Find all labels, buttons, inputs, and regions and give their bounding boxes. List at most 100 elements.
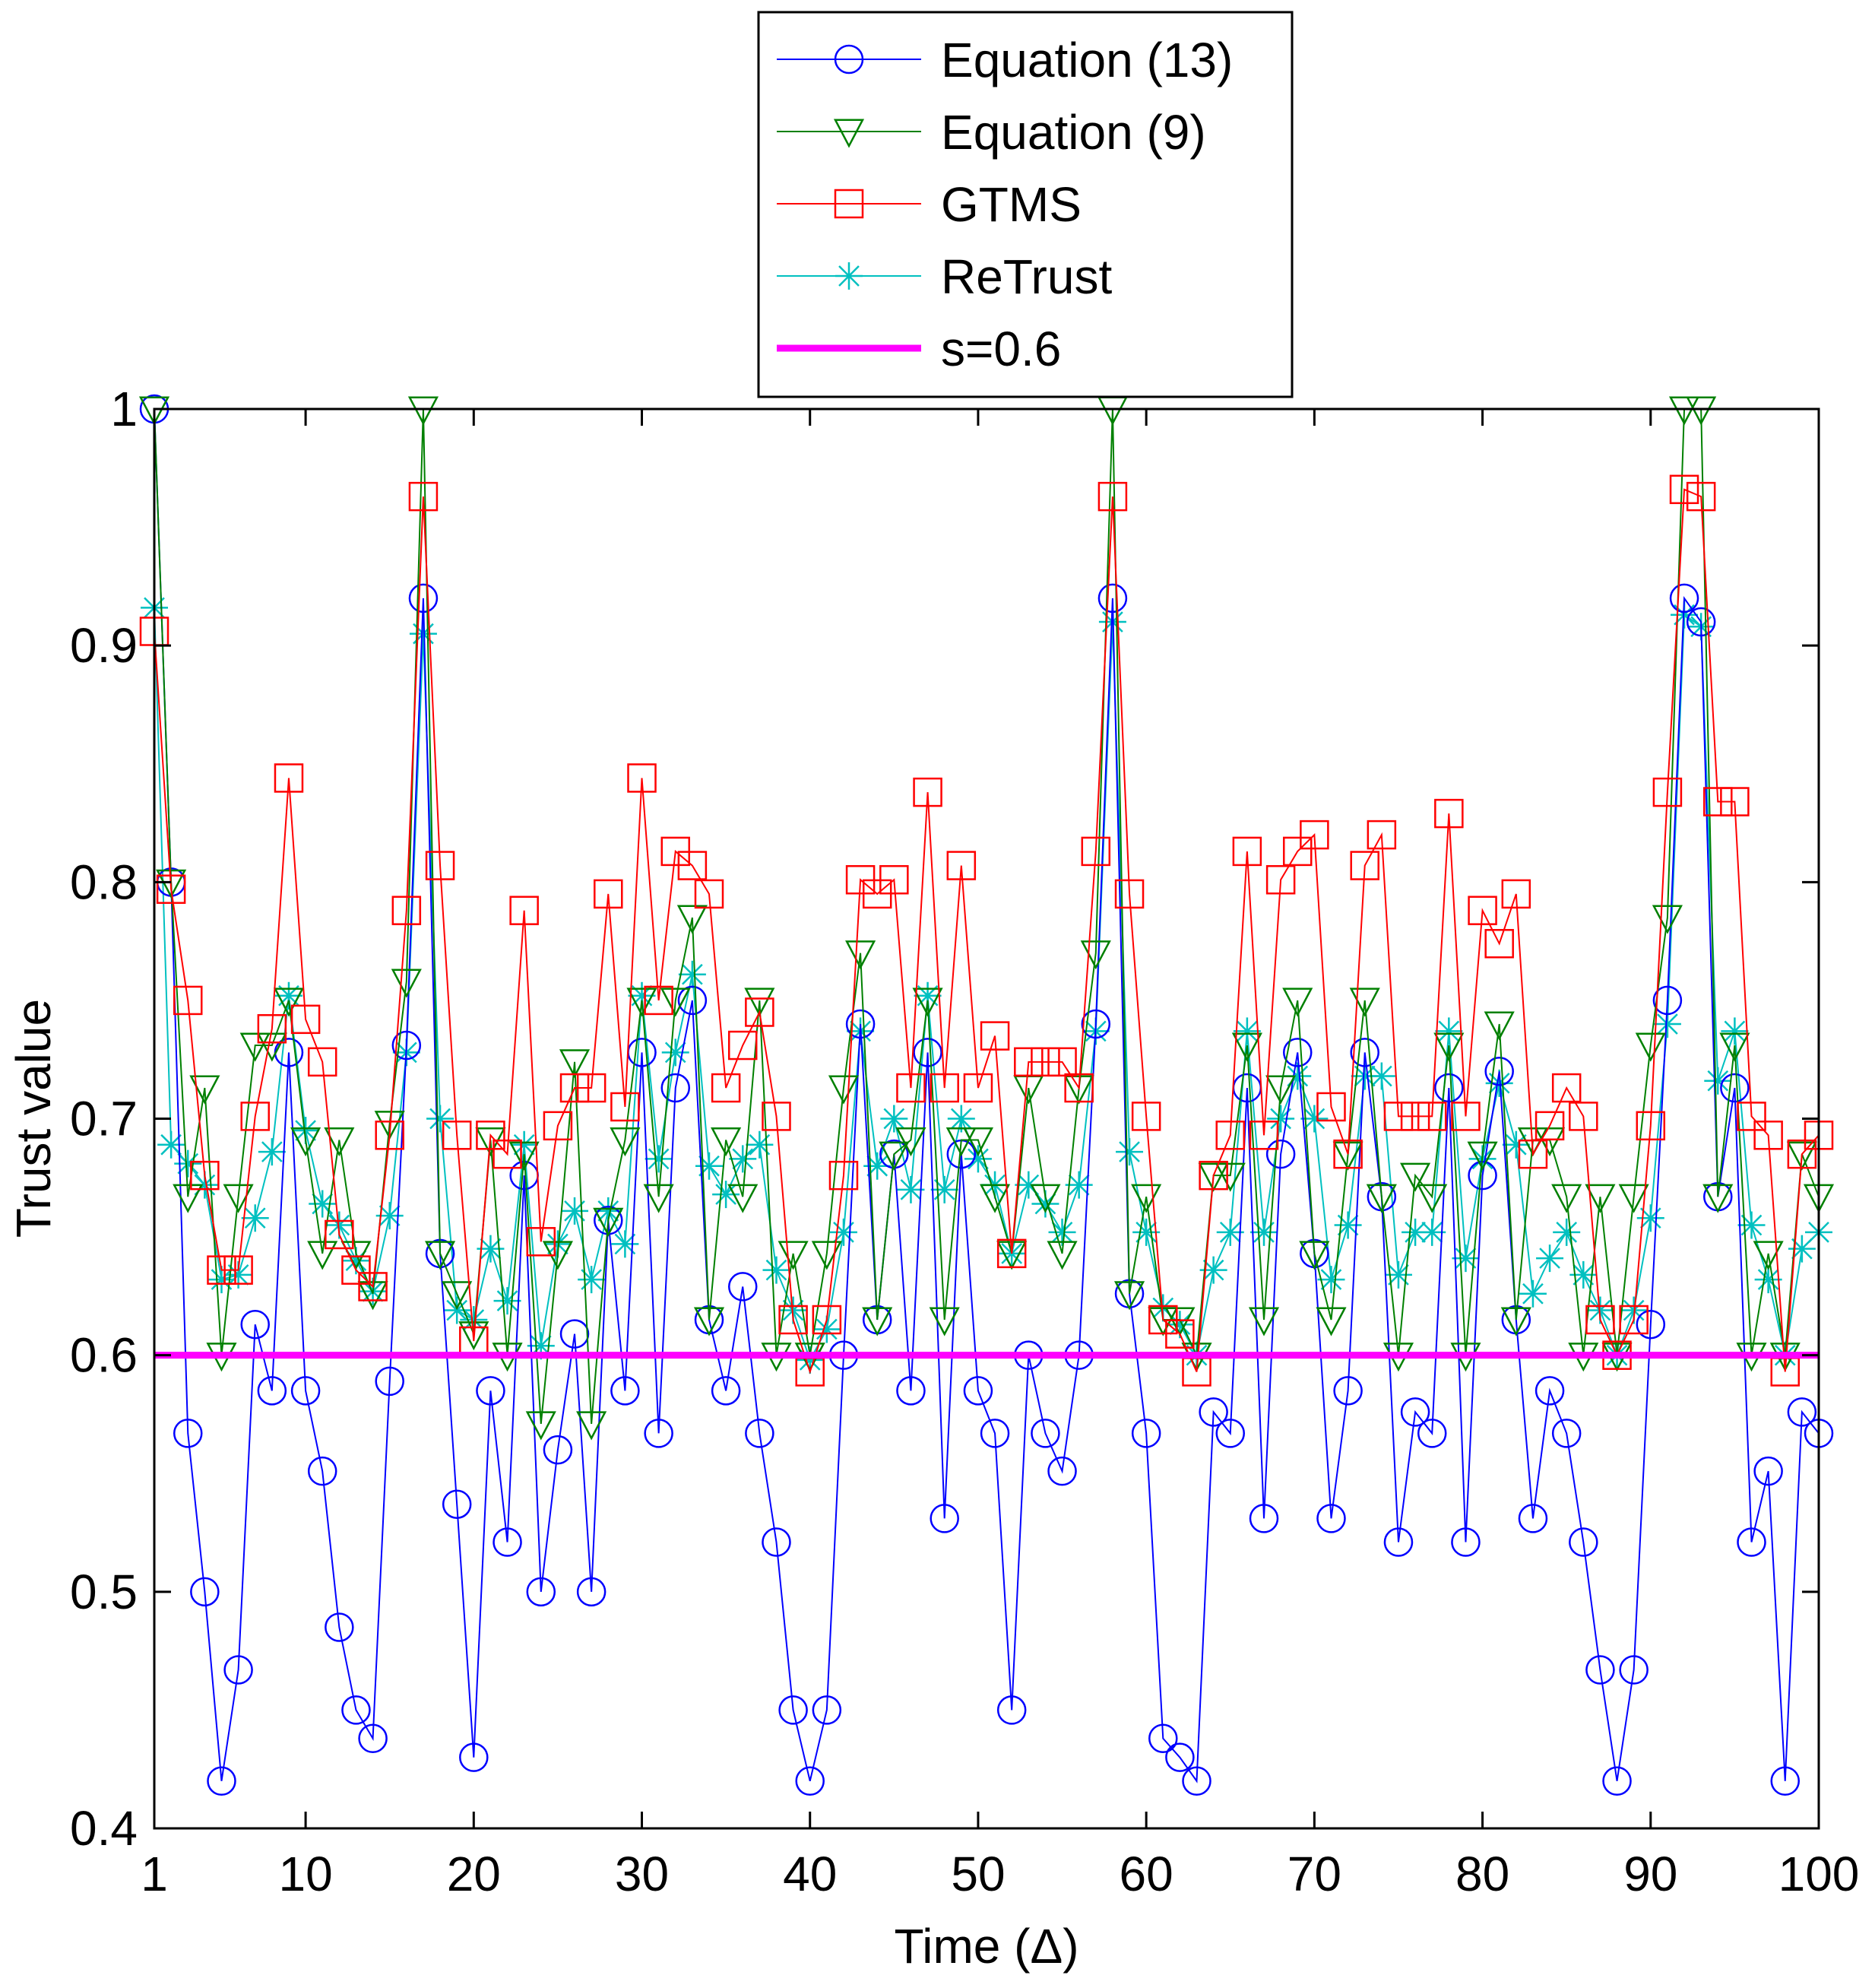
data-point: [1787, 1397, 1817, 1427]
data-point: [576, 1073, 607, 1103]
data-point: [1199, 1160, 1228, 1191]
data-point: [1265, 864, 1296, 895]
data-point: [409, 620, 437, 648]
legend-swatch-marker: [833, 119, 865, 148]
legend-swatch-marker: [834, 44, 864, 75]
data-point: [1434, 1073, 1464, 1103]
x-tick-label: 70: [1287, 1847, 1341, 1901]
data-point: [1063, 1075, 1094, 1105]
series-equation-13: [139, 394, 1834, 1796]
data-point: [307, 1241, 338, 1270]
data-point: [695, 1152, 723, 1180]
data-point: [1536, 1244, 1564, 1273]
data-point: [1400, 1102, 1430, 1131]
data-point: [778, 1695, 808, 1725]
data-point: [1703, 787, 1733, 816]
data-point: [711, 1376, 741, 1406]
data-point: [307, 1047, 337, 1077]
data-point: [963, 1073, 993, 1103]
data-point: [190, 1577, 220, 1607]
data-point: [1097, 481, 1128, 512]
data-point: [1518, 1139, 1548, 1169]
data-point: [1198, 1162, 1229, 1192]
data-point: [644, 1419, 673, 1448]
data-point: [1116, 1138, 1144, 1166]
data-point: [190, 1160, 220, 1191]
data-point: [509, 896, 539, 925]
data-point: [240, 1309, 270, 1340]
data-point: [812, 1315, 841, 1343]
data-point: [1452, 1244, 1480, 1273]
data-point: [1031, 1190, 1059, 1218]
data-point: [1500, 1307, 1531, 1336]
data-point: [559, 1073, 590, 1103]
data-point: [477, 1235, 505, 1263]
x-tick-label: 30: [615, 1847, 669, 1901]
data-point: [223, 1255, 253, 1285]
data-point: [358, 1272, 388, 1302]
data-point: [1737, 1211, 1766, 1239]
data-point: [358, 1723, 388, 1754]
data-point: [460, 1305, 488, 1333]
y-tick-label: 0.8: [70, 854, 138, 909]
data-point: [628, 981, 656, 1010]
x-tick-label: 1: [141, 1847, 168, 1901]
data-point: [408, 481, 439, 512]
data-point: [1250, 1218, 1278, 1246]
data-point: [1047, 1047, 1077, 1077]
data-point: [744, 988, 775, 1017]
data-point: [912, 988, 943, 1017]
series-retrust: [141, 594, 1832, 1374]
data-point: [1788, 1235, 1816, 1263]
data-point: [425, 851, 455, 880]
data-point: [1065, 1171, 1093, 1199]
data-point: [1435, 1017, 1463, 1045]
data-point: [1417, 1184, 1448, 1213]
data-point: [945, 1127, 977, 1157]
x-tick-label: 10: [278, 1847, 332, 1901]
data-point: [207, 1255, 236, 1285]
data-point: [1383, 1527, 1414, 1557]
data-point: [880, 1105, 908, 1133]
data-point: [1602, 1766, 1632, 1796]
data-point: [1737, 1527, 1766, 1557]
data-point: [1047, 1241, 1078, 1270]
data-point: [508, 1141, 540, 1171]
data-point: [1334, 1211, 1362, 1239]
data-point: [610, 1127, 641, 1157]
data-point: [1282, 988, 1313, 1017]
data-point: [930, 1504, 959, 1533]
data-point: [1519, 1279, 1547, 1308]
data-point: [979, 1184, 1011, 1213]
data-point: [1535, 1376, 1565, 1406]
legend-swatch-marker: [834, 189, 864, 219]
data-point: [1569, 1260, 1598, 1289]
series-line: [154, 607, 1820, 1362]
data-point: [1636, 1309, 1666, 1340]
data-point: [341, 1695, 371, 1725]
data-point: [1114, 879, 1145, 909]
data-point: [443, 1296, 471, 1324]
data-point: [1317, 1266, 1345, 1294]
data-point: [896, 1376, 926, 1406]
data-point: [1586, 1296, 1614, 1324]
data-point: [324, 1127, 355, 1157]
data-point: [290, 1127, 321, 1157]
data-point: [1182, 1766, 1211, 1796]
data-point: [543, 1111, 573, 1141]
data-point: [1400, 1397, 1430, 1427]
data-point: [1786, 1141, 1817, 1171]
data-point: [527, 1332, 555, 1360]
data-point: [962, 1127, 994, 1157]
data-point: [879, 1141, 910, 1171]
data-point: [1434, 798, 1464, 829]
data-point: [1265, 1075, 1297, 1105]
data-point: [1215, 1419, 1246, 1448]
data-point: [779, 1296, 807, 1324]
data-point: [1097, 583, 1128, 614]
data-point: [762, 1102, 791, 1131]
data-point: [1267, 1105, 1295, 1133]
series-gtms: [139, 474, 1834, 1387]
data-point: [189, 1075, 220, 1105]
data-point: [845, 940, 876, 970]
